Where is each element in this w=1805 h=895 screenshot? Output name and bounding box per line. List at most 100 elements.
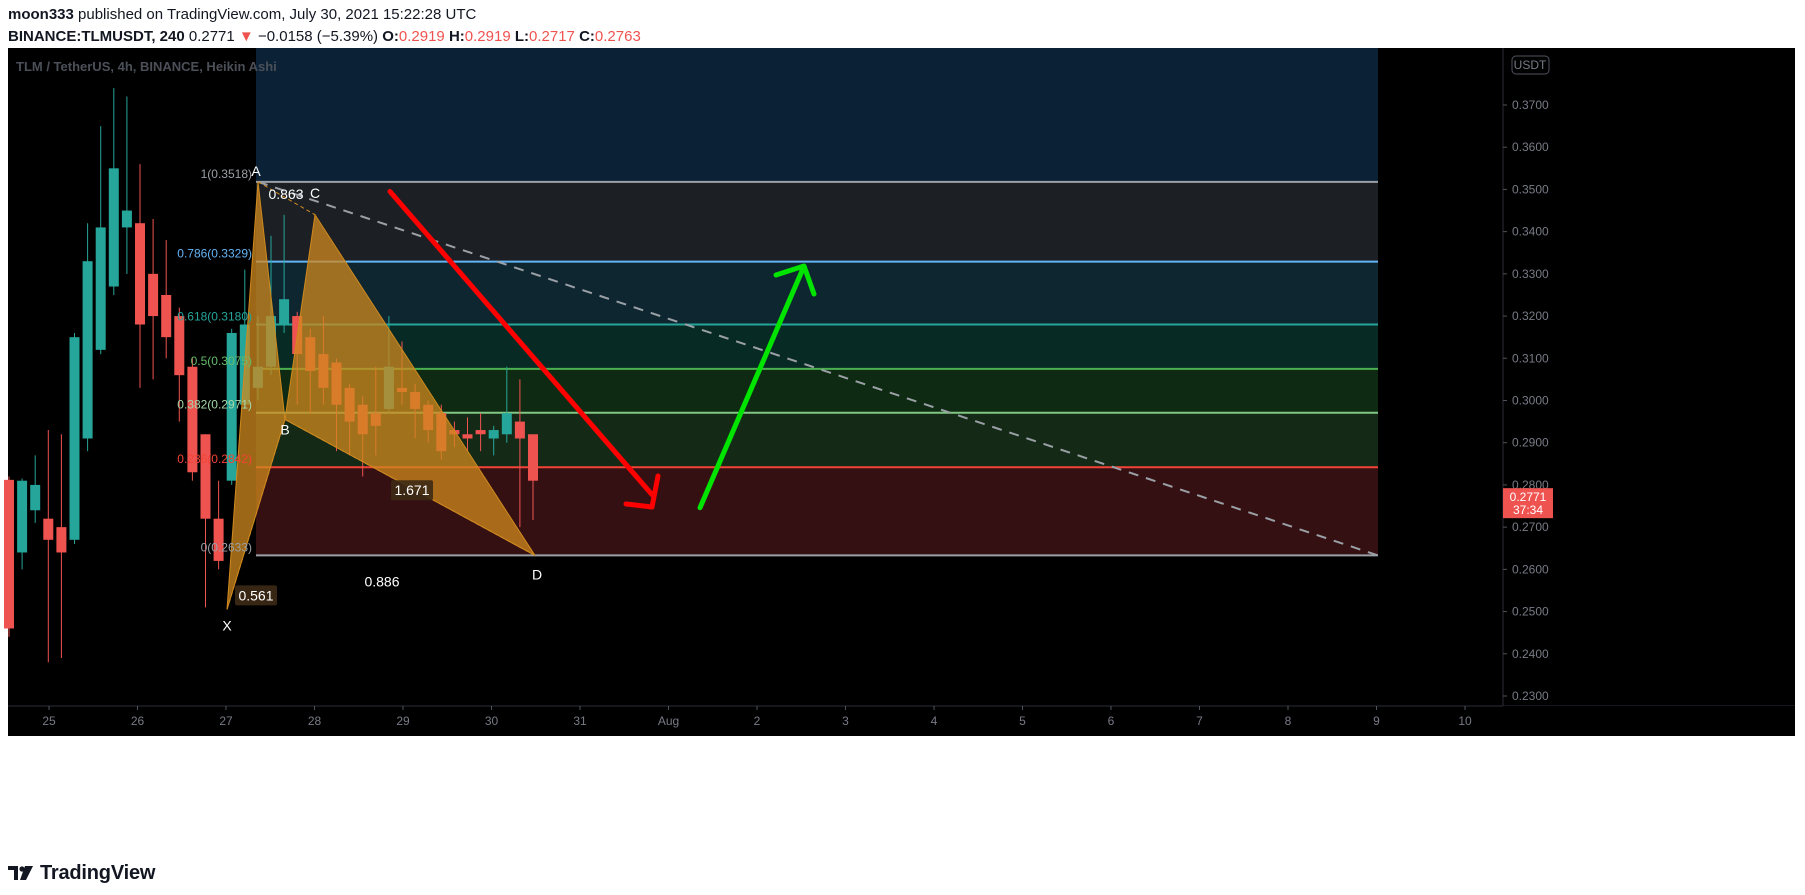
pattern-ac-line [257, 181, 316, 216]
open-value: 0.2919 [398, 28, 445, 45]
price-tick-14: 0.2300 [1512, 689, 1549, 703]
candle-body-12 [161, 294, 172, 338]
fib-label-0: 1(0.3518) [201, 167, 252, 181]
pattern-ratio-2: 1.671 [394, 482, 429, 498]
chart-header: moon333 published on TradingView.com, Ju… [8, 4, 1798, 48]
candle-body-38 [501, 413, 512, 435]
pattern-ratio-0: 0.863 [268, 186, 303, 202]
pattern-point-c: C [310, 185, 320, 201]
time-tick-16: 10 [1458, 714, 1472, 728]
time-tick-11: 5 [1019, 714, 1026, 728]
time-tick-9: 3 [842, 714, 849, 728]
candle-body-36 [475, 430, 486, 435]
time-axis [8, 706, 1503, 736]
price-change: −0.0158 (−5.39%) [257, 28, 379, 45]
candle-body-6 [82, 261, 93, 439]
footer: TradingView [8, 858, 155, 888]
time-tick-8: 2 [754, 714, 761, 728]
candle-body-10 [135, 223, 145, 325]
price-tag-countdown: 37:34 [1513, 503, 1543, 517]
price-tick-11: 0.2600 [1512, 562, 1549, 576]
currency-badge [1511, 55, 1550, 75]
price-chart[interactable]: 1(0.3518) 0.786(0.3329) 0.618(0.3180) 0.5(0… [0, 48, 1805, 848]
time-tick-5: 30 [485, 714, 499, 728]
price-tick-4: 0.3300 [1512, 267, 1549, 281]
high-label: H: [448, 28, 465, 45]
price-tick-0: 0.3700 [1512, 98, 1549, 112]
price-tick-6: 0.3100 [1512, 351, 1549, 365]
publish-line: moon333 published on TradingView.com, Ju… [8, 6, 476, 23]
high-value: 0.2919 [464, 28, 511, 45]
price-tick-1: 0.3600 [1512, 140, 1549, 154]
fib-zone-0786-0618 [256, 261, 1378, 325]
price-tick-3: 0.3400 [1512, 225, 1549, 239]
time-tick-14: 8 [1285, 714, 1292, 728]
candle-body-39 [514, 421, 525, 439]
brand-name[interactable]: TradingView [40, 861, 156, 884]
fib-zone-1-0786 [256, 181, 1378, 262]
price-tick-2: 0.3500 [1512, 182, 1549, 196]
axis-corner [1503, 706, 1795, 736]
time-tick-3: 28 [308, 714, 322, 728]
pattern-ratio-1: 0.561 [238, 587, 273, 603]
time-tick-6: 31 [573, 714, 587, 728]
candle-body-16 [213, 518, 224, 561]
candle-body-9 [121, 210, 132, 228]
symbol-label: BINANCE:TLMUSDT, 240 [8, 28, 185, 45]
time-tick-1: 26 [131, 714, 145, 728]
price-tag-box [1503, 488, 1553, 519]
low-value: 0.2717 [529, 28, 575, 45]
red-down-arrow-shaft [387, 189, 655, 498]
last-price: 0.2771 [188, 28, 235, 45]
time-tick-12: 6 [1108, 714, 1115, 728]
candle-body-13 [174, 316, 185, 376]
pattern-xb-line [226, 419, 286, 610]
fib-label-5: 0.236(0.2842) [177, 452, 252, 466]
fib-zone-0618-05 [256, 324, 1378, 369]
fib-zone-above-1 [256, 48, 1378, 182]
time-tick-0: 25 [42, 714, 56, 728]
candle-body-21 [279, 299, 290, 325]
green-up-arrow-head [773, 263, 817, 297]
candle-body-37 [488, 430, 499, 439]
fib-label-3: 0.5(0.3075) [191, 354, 252, 368]
pattern-ratio-box-2 [391, 480, 433, 501]
price-tick-7: 0.3000 [1512, 394, 1549, 408]
pattern-point-d: D [532, 566, 542, 582]
red-down-arrow-head [623, 473, 661, 510]
price-tick-12: 0.2500 [1512, 605, 1549, 619]
low-label: L: [514, 28, 530, 45]
open-label: O: [382, 28, 399, 45]
candle-body-5 [69, 337, 80, 540]
price-tick-13: 0.2400 [1512, 647, 1549, 661]
currency-label: USDT [1514, 58, 1547, 72]
pattern-ratio-box-1 [235, 585, 277, 606]
price-tick-8: 0.2900 [1512, 436, 1549, 450]
green-up-arrow-shaft [697, 263, 807, 511]
price-tick-5: 0.3200 [1512, 309, 1549, 323]
fib-label-6: 0(0.2633) [201, 540, 252, 554]
time-tick-2: 27 [219, 714, 233, 728]
time-tick-10: 4 [931, 714, 938, 728]
candle-body-7 [95, 227, 106, 350]
fib-label-4: 0.382(0.2971) [177, 398, 252, 412]
time-tick-4: 29 [396, 714, 410, 728]
close-label: C: [579, 28, 595, 45]
author-name[interactable]: moon333 [8, 6, 74, 23]
pattern-point-b: B [280, 421, 289, 437]
candle-body-11 [148, 273, 159, 317]
time-tick-15: 9 [1373, 714, 1380, 728]
published-text: published on TradingView.com, July 30, 2… [78, 6, 477, 23]
candle-body-40 [528, 434, 538, 481]
candle-body-15 [200, 434, 211, 519]
price-axis [1503, 48, 1795, 706]
candle-body-4 [56, 527, 67, 553]
candle-body-14 [187, 366, 198, 473]
down-arrow-icon: ▼ [238, 28, 254, 45]
close-value: 0.2763 [594, 28, 641, 45]
price-tick-10: 0.2700 [1512, 520, 1549, 534]
candle-body-0 [4, 479, 14, 629]
candle-body-8 [108, 168, 119, 287]
fib-zone-05-0382 [256, 368, 1378, 413]
candle-body-1 [17, 480, 28, 553]
